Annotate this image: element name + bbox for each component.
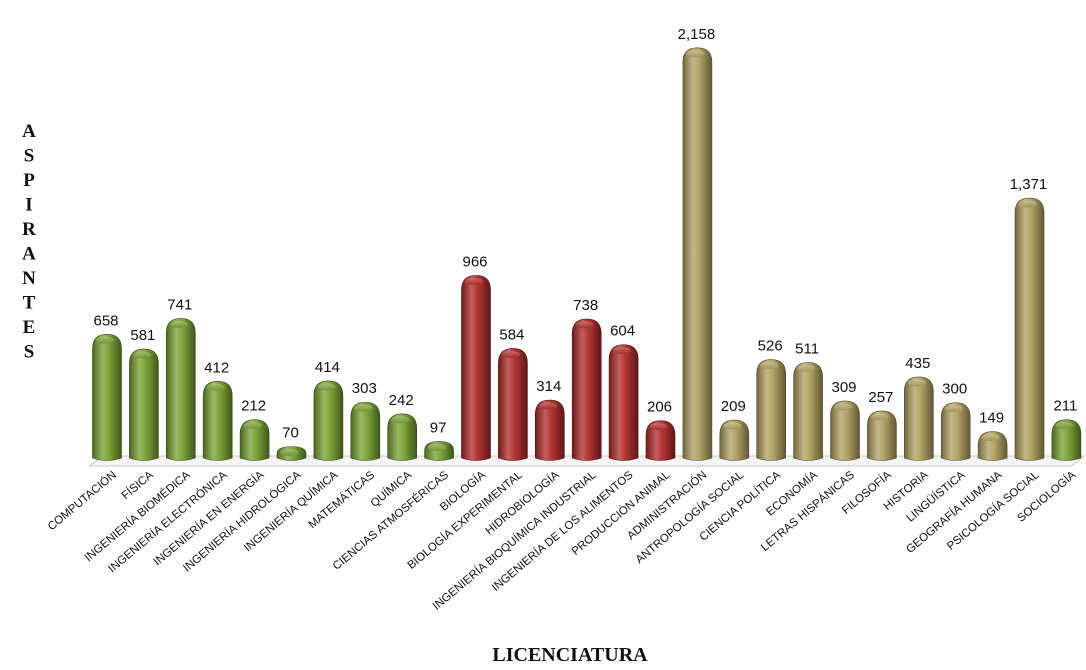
value-label-12: 314: [536, 378, 561, 395]
bar-22: [904, 376, 934, 461]
bar-25: [1014, 197, 1045, 461]
value-label-14: 604: [610, 323, 635, 340]
value-label-17: 209: [721, 398, 746, 415]
bar-highlight-26: [1055, 422, 1074, 430]
bar-highlight-23: [944, 405, 963, 413]
bar-18: [756, 359, 786, 461]
bar-26: [1051, 419, 1082, 461]
value-label-1: 581: [130, 327, 155, 344]
bar-highlight-2: [169, 320, 188, 328]
value-label-2: 741: [167, 296, 192, 313]
bar-highlight-10: [464, 277, 484, 285]
bar-highlight-7: [354, 404, 373, 412]
y-axis-label-letter: R: [22, 219, 36, 240]
bar-highlight-17: [723, 422, 742, 430]
value-label-11: 584: [499, 326, 524, 343]
value-label-26: 211: [1053, 398, 1077, 415]
y-axis-label-letter: S: [24, 342, 35, 363]
bar-highlight-13: [575, 321, 594, 329]
value-label-19: 511: [795, 340, 819, 357]
bar-14: [608, 344, 639, 461]
bar-highlight-8: [391, 416, 410, 424]
value-label-20: 309: [831, 379, 856, 396]
bar-3: [202, 380, 233, 461]
value-label-13: 738: [573, 297, 598, 314]
bar-23: [940, 402, 971, 461]
bar-highlight-16: [686, 50, 705, 58]
value-label-23: 300: [942, 381, 967, 398]
bar-highlight-25: [1018, 200, 1037, 208]
bar-0: [92, 334, 122, 461]
bars-group: [92, 47, 1082, 461]
bar-highlight-0: [95, 336, 115, 344]
bar-highlight-6: [317, 383, 336, 391]
bar-15: [645, 420, 676, 461]
y-axis-label-letter: A: [22, 244, 36, 265]
value-label-21: 257: [868, 389, 893, 406]
value-label-3: 412: [204, 359, 229, 376]
bar-highlight-4: [243, 422, 262, 430]
bar-highlight-1: [132, 351, 151, 359]
bar-4: [239, 419, 270, 461]
bar-19: [793, 362, 823, 461]
bar-10: [461, 275, 491, 461]
value-label-9: 97: [430, 419, 447, 436]
bar-highlight-18: [760, 362, 779, 370]
bar-highlight-14: [612, 347, 631, 355]
value-label-18: 526: [758, 338, 783, 355]
bar-7: [350, 401, 381, 461]
bar-highlight-9: [428, 443, 447, 451]
bar-highlight-5: [280, 449, 299, 457]
y-axis-label-letter: A: [22, 121, 36, 142]
value-label-25: 1,371: [1010, 176, 1048, 193]
bar-8: [387, 413, 417, 461]
bar-17: [719, 419, 750, 461]
value-label-7: 303: [352, 380, 377, 397]
category-label-7: MATEMÁTICAS: [306, 468, 378, 531]
bar-6: [313, 380, 344, 461]
value-label-6: 414: [315, 359, 340, 376]
bar-highlight-15: [649, 423, 668, 431]
y-axis-label-letter: S: [24, 146, 35, 167]
bar-highlight-11: [501, 350, 520, 358]
value-labels-group: 658 581 741 412 212 70 414 303 242 97 966 584 314 738…: [93, 26, 1077, 442]
value-label-15: 206: [647, 399, 672, 416]
bar-16: [682, 47, 713, 461]
bar-highlight-20: [833, 403, 853, 411]
bar-12: [535, 399, 565, 461]
bar-highlight-22: [907, 379, 926, 387]
y-axis-label-letter: N: [22, 268, 36, 289]
bar-1: [129, 348, 159, 461]
bar-highlight-19: [797, 364, 816, 372]
bar-2: [166, 318, 196, 461]
bar-11: [498, 348, 528, 461]
value-label-16: 2,158: [678, 26, 716, 43]
y-axis-label-letter: P: [23, 170, 35, 191]
value-label-4: 212: [241, 398, 266, 415]
y-axis-label-letter: T: [23, 293, 36, 314]
value-label-5: 70: [282, 425, 299, 442]
bar-highlight-3: [206, 383, 225, 391]
value-label-10: 966: [462, 253, 487, 270]
value-label-0: 658: [93, 312, 118, 329]
bar-highlight-12: [538, 402, 557, 410]
value-label-22: 435: [905, 355, 930, 372]
bar-13: [571, 318, 602, 461]
value-label-24: 149: [979, 410, 1004, 427]
x-axis-label: LICENCIATURA: [492, 644, 648, 666]
bar-21: [867, 410, 897, 461]
y-axis-label-letter: I: [25, 195, 32, 216]
y-axis-label-letter: E: [23, 317, 36, 338]
bar-20: [830, 400, 860, 461]
bar-highlight-21: [870, 413, 889, 421]
value-label-8: 242: [389, 392, 414, 409]
bar-highlight-24: [981, 434, 1000, 442]
category-label-0: COMPUTACIÓN: [45, 468, 119, 533]
